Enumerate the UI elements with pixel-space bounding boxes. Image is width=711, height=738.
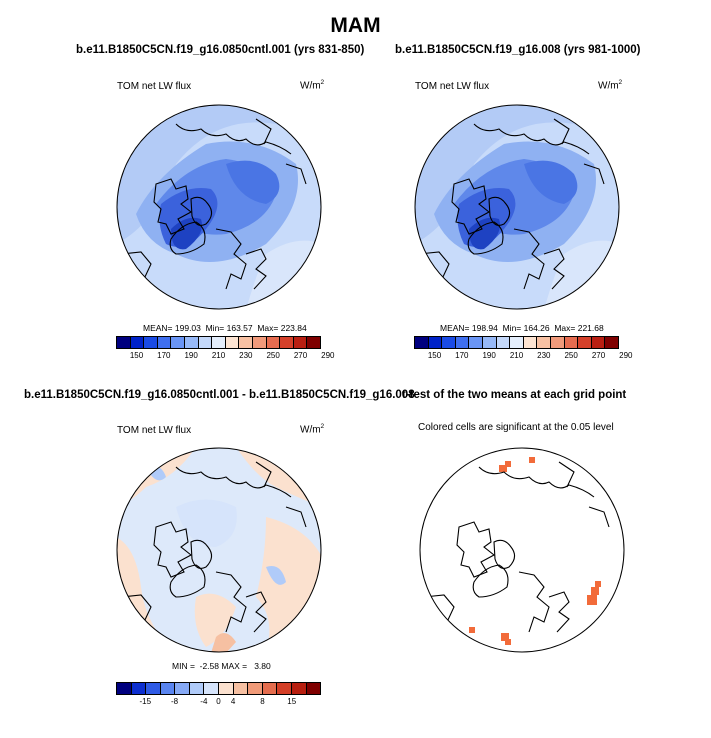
colorbar-ticks-control: 150 170 190 210 230 250 270 290 [116,351,335,363]
panel-title-control: b.e11.B1850C5CN.f19_g16.0850cntl.001 (yr… [76,44,365,56]
colorbar-swatch [307,337,320,348]
colorbar-swatch [510,337,524,348]
colorbar-swatch [291,683,307,694]
colorbar-swatch [160,683,176,694]
colorbar-swatch [225,337,240,348]
colorbar-swatch [496,337,511,348]
colorbar-swatch [277,683,292,694]
colorbar-case [414,336,619,349]
colorbar-tick-label: 250 [266,351,280,360]
colorbar-tick-label: -4 [200,697,208,706]
units-label: W/m2 [598,79,623,92]
colorbar-swatch [591,337,606,348]
variable-label: TOM net LW flux [117,425,192,436]
colorbar-tick-label: 250 [564,351,578,360]
colorbar-swatch [233,683,249,694]
polar-map-difference [116,447,322,653]
colorbar-tick-label: 170 [157,351,171,360]
colorbar-tick-label: 8 [260,697,265,706]
colorbar-swatch [415,337,429,348]
colorbar-tick-label: -8 [171,697,179,706]
colorbar-tick-label: 190 [184,351,198,360]
colorbar-swatch [204,683,220,694]
colorbar-swatch [131,683,147,694]
colorbar-swatch [117,337,131,348]
colorbar-swatch [455,337,470,348]
colorbar-swatch [117,683,132,694]
colorbar-difference [116,682,321,695]
colorbar-tick-label: 270 [591,351,606,360]
colorbar-swatch [130,337,145,348]
colorbar-swatch [144,337,158,348]
colorbar-tick-label: 190 [482,351,496,360]
panel-title-difference: b.e11.B1850C5CN.f19_g16.0850cntl.001 - b… [24,389,415,401]
colorbar-tick-label: 4 [230,697,236,706]
colorbar-swatch [482,337,497,348]
colorbar-swatch [171,337,185,348]
colorbar-swatch [537,337,551,348]
panel-title-case: b.e11.B1850C5CN.f19_g16.008 (yrs 981-100… [395,44,641,56]
colorbar-swatch [293,337,308,348]
colorbar-tick-label: 210 [509,351,524,360]
colorbar-swatch [219,683,234,694]
colorbar-swatch [252,337,267,348]
colorbar-swatch [280,337,294,348]
polar-map-case [414,104,620,310]
units-label: W/m2 [300,423,325,436]
polar-map-ttest [419,447,625,653]
colorbar-swatch [306,683,321,694]
colorbar-swatch [239,337,253,348]
colorbar-swatch [550,337,565,348]
figure-title: MAM [330,14,381,37]
colorbar-swatch [564,337,579,348]
stats-case: MEAN= 198.94 Min= 164.26 Max= 221.68 [440,323,604,333]
stats-control: MEAN= 199.03 Min= 163.57 Max= 223.84 [143,323,307,333]
colorbar-tick-label: 150 [129,351,144,360]
colorbar-swatch [428,337,443,348]
units-label: W/m2 [300,79,325,92]
colorbar-tick-label: 230 [239,351,253,360]
variable-label: TOM net LW flux [415,81,490,92]
colorbar-swatch [442,337,456,348]
significance-note: Colored cells are significant at the 0.0… [418,422,614,433]
colorbar-swatch [175,683,190,694]
colorbar-tick-label: 150 [427,351,442,360]
colorbar-tick-label: 290 [321,351,335,360]
variable-label: TOM net LW flux [117,81,192,92]
colorbar-tick-label: 290 [619,351,633,360]
colorbar-swatch [605,337,618,348]
colorbar-swatch [262,683,278,694]
colorbar-tick-label: 15 [287,697,297,706]
colorbar-tick-label: 210 [211,351,226,360]
polar-map-control [116,104,322,310]
colorbar-ticks-difference: -15 -8 -4 0 4 8 15 [116,697,321,709]
panel-title-ttest: t-test of the two means at each grid poi… [402,389,627,401]
colorbar-swatch [212,337,226,348]
colorbar-swatch [184,337,199,348]
colorbar-swatch [523,337,538,348]
colorbar-swatch [198,337,213,348]
colorbar-tick-label: 270 [293,351,308,360]
colorbar-swatch [146,683,161,694]
stats-difference: MIN = -2.58 MAX = 3.80 [172,661,271,671]
colorbar-tick-label: 0 [216,697,221,706]
colorbar-ticks-case: 150 170 190 210 230 250 270 290 [414,351,633,363]
colorbar-tick-label: 230 [537,351,551,360]
colorbar-tick-label: 170 [455,351,469,360]
colorbar-swatch [266,337,281,348]
colorbar-control [116,336,321,349]
colorbar-swatch [469,337,483,348]
colorbar-swatch [157,337,172,348]
colorbar-swatch [578,337,592,348]
colorbar-swatch [189,683,205,694]
colorbar-tick-label: -15 [139,697,152,706]
colorbar-swatch [248,683,263,694]
significant-cells [469,457,601,645]
